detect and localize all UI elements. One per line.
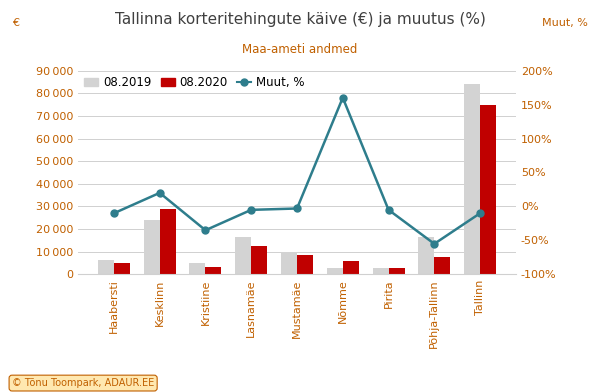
Bar [114, 263, 130, 274]
Text: Muut, %: Muut, % [542, 18, 588, 28]
Bar [434, 258, 451, 274]
Bar [373, 268, 389, 274]
Text: Tallinna korteritehingute käive (€) ja muutus (%): Tallinna korteritehingute käive (€) ja m… [115, 12, 485, 27]
Bar [205, 267, 221, 274]
Bar [251, 246, 267, 274]
Text: © Tõnu Toompark, ADAUR.EE: © Tõnu Toompark, ADAUR.EE [12, 378, 154, 388]
Bar [98, 260, 114, 274]
Bar [464, 84, 480, 274]
Bar [143, 220, 160, 274]
Bar [418, 237, 434, 274]
Text: €: € [12, 18, 19, 28]
Bar [281, 252, 297, 274]
Bar [389, 268, 404, 274]
Bar [343, 261, 359, 274]
Text: Maa-ameti andmed: Maa-ameti andmed [242, 43, 358, 56]
Bar [160, 209, 176, 274]
Bar [480, 105, 496, 274]
Bar [327, 268, 343, 274]
Bar [235, 237, 251, 274]
Legend: 08.2019, 08.2020, Muut, %: 08.2019, 08.2020, Muut, % [84, 76, 305, 89]
Bar [297, 255, 313, 274]
Bar [190, 263, 205, 274]
